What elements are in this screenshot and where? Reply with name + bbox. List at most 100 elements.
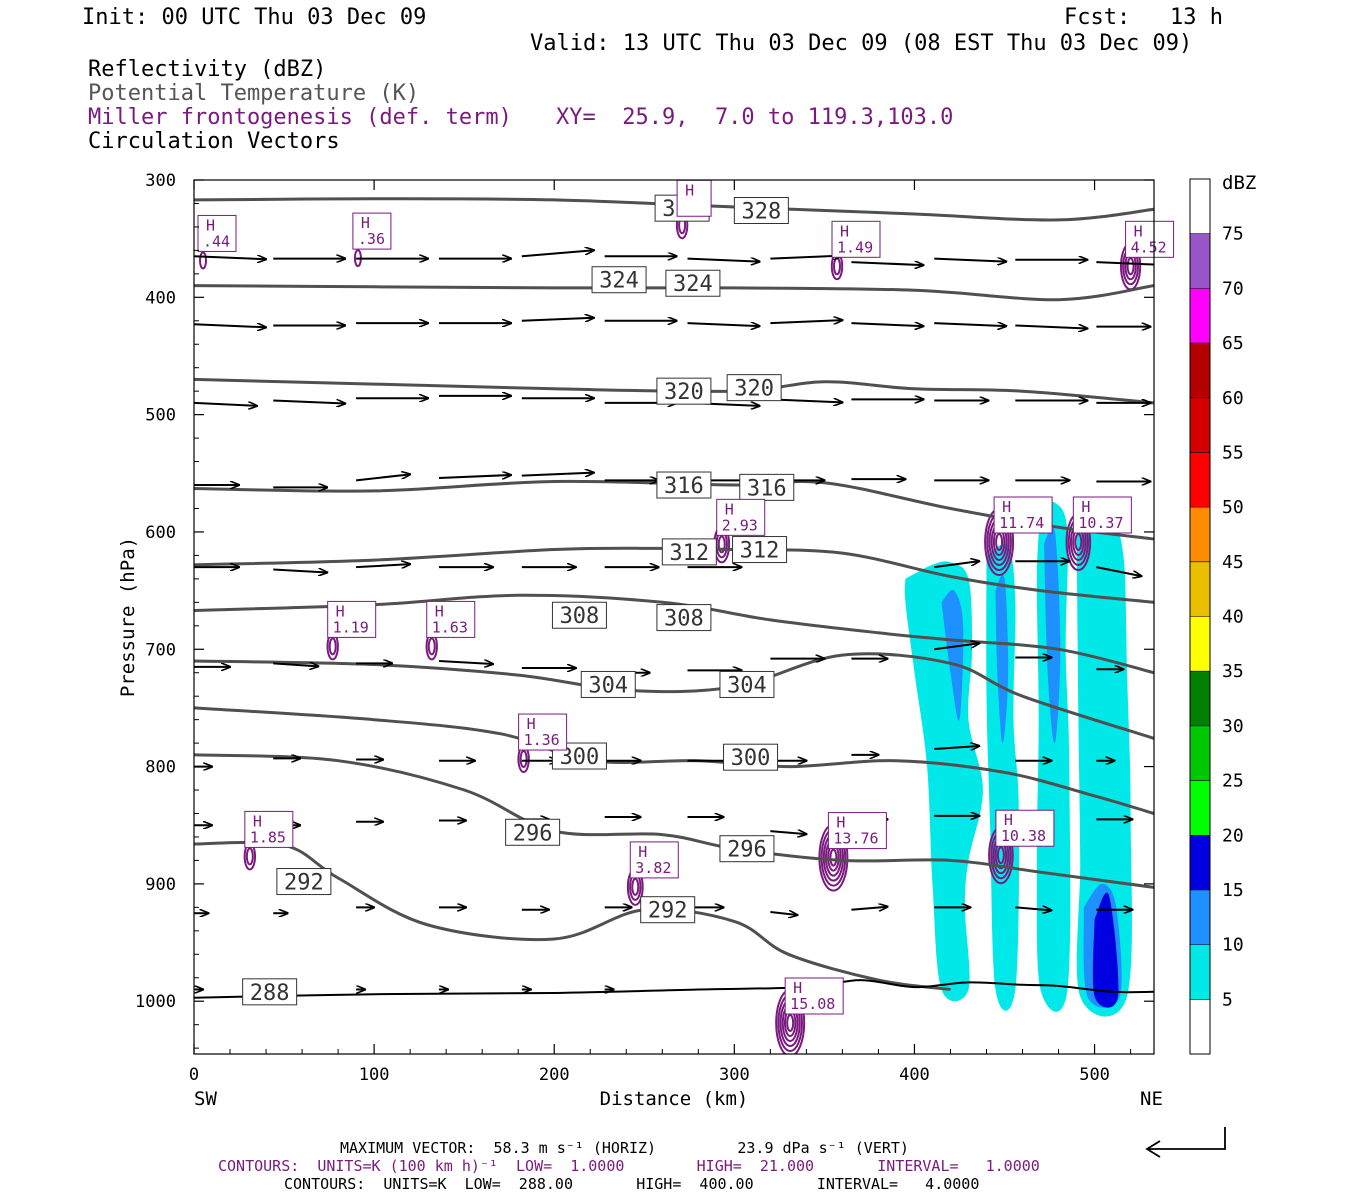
circulation-vector [770, 320, 842, 323]
frontogenesis-max: H11.74 [993, 496, 1053, 534]
theta-label-text: 296 [727, 838, 767, 863]
theta-label-text: 308 [664, 607, 704, 632]
frontogenesis-max-box [993, 496, 1053, 534]
theta-label: 304 [719, 670, 775, 698]
theta-label-box [656, 377, 712, 405]
theta-label-text: 292 [648, 899, 688, 924]
sw-end-label: SW [194, 1088, 217, 1110]
theta-label: 304 [580, 670, 636, 698]
colorbar-label: 70 [1222, 278, 1244, 299]
theta-label-text: 312 [669, 541, 709, 566]
frontogenesis-max-label: H [336, 602, 345, 620]
theta-label-text: 328 [741, 200, 781, 225]
frontogenesis-contour [427, 637, 436, 656]
colorbar-swatch [1190, 507, 1210, 562]
theta-label: 296 [505, 818, 561, 846]
circulation-vector [194, 403, 257, 406]
circulation-vector [1015, 907, 1051, 910]
colorbar-swatch [1190, 288, 1210, 344]
frontogenesis-max: H [676, 179, 712, 217]
frontogenesis-max-label: H [1134, 222, 1143, 240]
frontogenesis-contour [1126, 257, 1135, 276]
axes: 0 100 200 300 400 500 300 400 500 600 700 800 900 100… [135, 171, 1154, 1085]
colorbar-label: 60 [1222, 388, 1244, 409]
theta-label-text: 300 [731, 746, 771, 771]
x-axis-label: Distance (km) [600, 1088, 749, 1110]
theta-label-box [733, 197, 789, 225]
circulation-vector [770, 912, 797, 915]
frontogenesis-max-value: 15.08 [790, 995, 835, 1013]
frontogenesis-max-label: H [836, 814, 845, 832]
frontogenesis-max: H1.49 [831, 220, 881, 258]
theta-label-box [739, 473, 795, 501]
theta-label-text: 324 [599, 269, 639, 294]
x-tick-label: 400 [899, 1065, 930, 1085]
frontogenesis-max: H1.36 [518, 713, 568, 751]
frontogenesis-max-value: 2.93 [722, 516, 758, 534]
theta-label-text: 316 [664, 474, 704, 499]
y-tick-label: 400 [145, 288, 176, 308]
frontogenesis-max: H1.19 [327, 600, 377, 638]
x-tick-label: 200 [539, 1065, 570, 1085]
frontogenesis-max-value: 1.63 [432, 618, 468, 636]
max-vector-line: MAXIMUM VECTOR: 58.3 m s⁻¹ (HORIZ) 23.9 … [340, 1139, 909, 1157]
theta-label: 324 [665, 269, 721, 297]
theta-label-text: 324 [673, 272, 713, 297]
cross-section-xy: XY= 25.9, 7.0 to 119.3,103.0 [556, 105, 954, 130]
theta-contour [194, 546, 1154, 604]
frontogenesis-max-value: 10.38 [1001, 827, 1046, 845]
theta-label-box [656, 604, 712, 632]
cross-section-direction-arrow [1145, 1127, 1226, 1158]
theta-label-box [242, 978, 298, 1006]
reflectivity-region [904, 561, 983, 1002]
frontogenesis-max-value: 1.19 [333, 618, 369, 636]
frontogenesis-max: H15.08 [784, 977, 844, 1015]
circulation-vector [1096, 261, 1154, 266]
theta-label: 308 [656, 604, 712, 632]
frontogenesis-contour [717, 535, 726, 554]
colorbar-swatch [1190, 616, 1210, 672]
y-tick-label: 800 [145, 758, 176, 778]
y-axis-label: Pressure (hPa) [117, 537, 139, 697]
theta-contour [194, 840, 951, 991]
colorbar-label: 55 [1222, 442, 1244, 463]
x-tick-label: 300 [719, 1065, 750, 1085]
frontogenesis-contour [245, 847, 254, 866]
frontogenesis-contours [199, 211, 1142, 1054]
theta-label: 288 [242, 978, 298, 1006]
fronto-contour-info: CONTOURS: UNITS=K (100 km h)⁻¹ LOW= 1.00… [218, 1157, 1040, 1175]
frontogenesis-contour [1074, 533, 1083, 552]
circulation-vector [1015, 325, 1087, 328]
theta-label-text: 320 [734, 377, 774, 402]
circulation-vector [1096, 566, 1141, 576]
circulation-vector [851, 907, 887, 910]
theta-label-text: 292 [284, 871, 324, 896]
ne-end-label: NE [1140, 1088, 1163, 1110]
field-theta: Potential Temperature (K) [88, 81, 420, 106]
colorbar-swatch [1190, 561, 1210, 617]
theta-label-box [656, 471, 712, 499]
colorbar-label: 25 [1222, 771, 1244, 792]
circulation-vector [934, 746, 979, 749]
circulation-vector [438, 661, 493, 664]
theta-label-text: 288 [250, 981, 290, 1006]
frontogenesis-max-box [716, 498, 766, 536]
x-tick-label: 0 [189, 1065, 199, 1085]
theta-label-text: 316 [747, 476, 787, 501]
theta-label-box [723, 743, 779, 771]
frontogenesis-max-value: 11.74 [999, 514, 1044, 532]
colorbar-swatch [1190, 397, 1210, 453]
colorbar-label: 20 [1222, 825, 1244, 846]
reflectivity-region [1092, 892, 1119, 1008]
field-reflectivity: Reflectivity (dBZ) [88, 57, 327, 82]
colorbar-swatch [1190, 944, 1210, 1000]
reflectivity-region [986, 543, 1020, 1011]
frontogenesis-contour [786, 1013, 795, 1032]
circulation-vector [521, 318, 594, 321]
frontogenesis-max-box [352, 212, 392, 250]
frontogenesis-max-label: H [685, 181, 694, 199]
y-tick-label: 900 [145, 875, 176, 895]
y-tick-label: 600 [145, 523, 176, 543]
frontogenesis-max-box [1125, 220, 1175, 258]
